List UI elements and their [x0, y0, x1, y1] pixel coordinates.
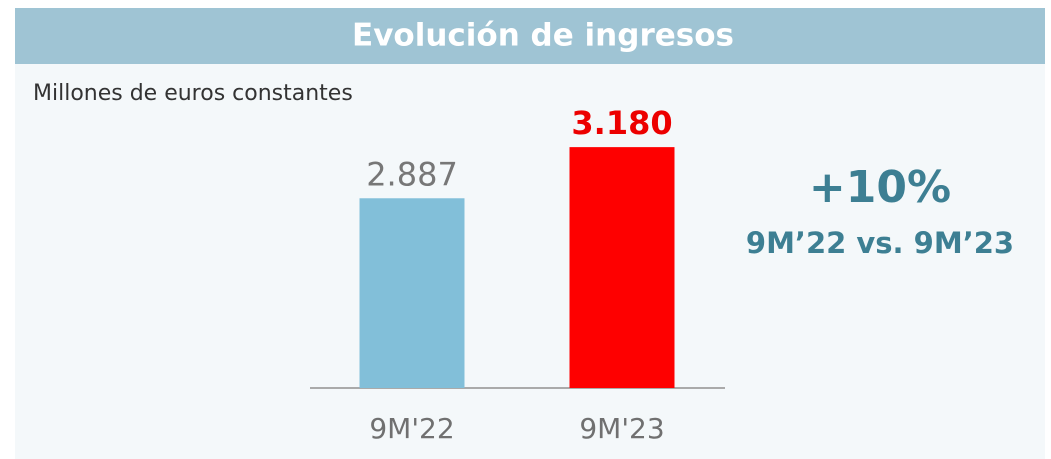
bar — [359, 198, 465, 388]
header-band — [15, 8, 1045, 64]
annotation: +10% — [809, 162, 951, 213]
data-label: 2.887 — [366, 155, 458, 193]
bar — [569, 147, 675, 388]
subtitle: Millones de euros constantes — [33, 81, 353, 106]
data-label: 3.180 — [571, 104, 672, 142]
x-tick-label: 9M'23 — [579, 412, 664, 445]
x-tick-label: 9M'22 — [369, 412, 454, 445]
chart-title: Evolución de ingresos — [352, 18, 734, 54]
panel — [15, 8, 1045, 459]
annotation: 9M’22 vs. 9M’23 — [746, 226, 1014, 260]
